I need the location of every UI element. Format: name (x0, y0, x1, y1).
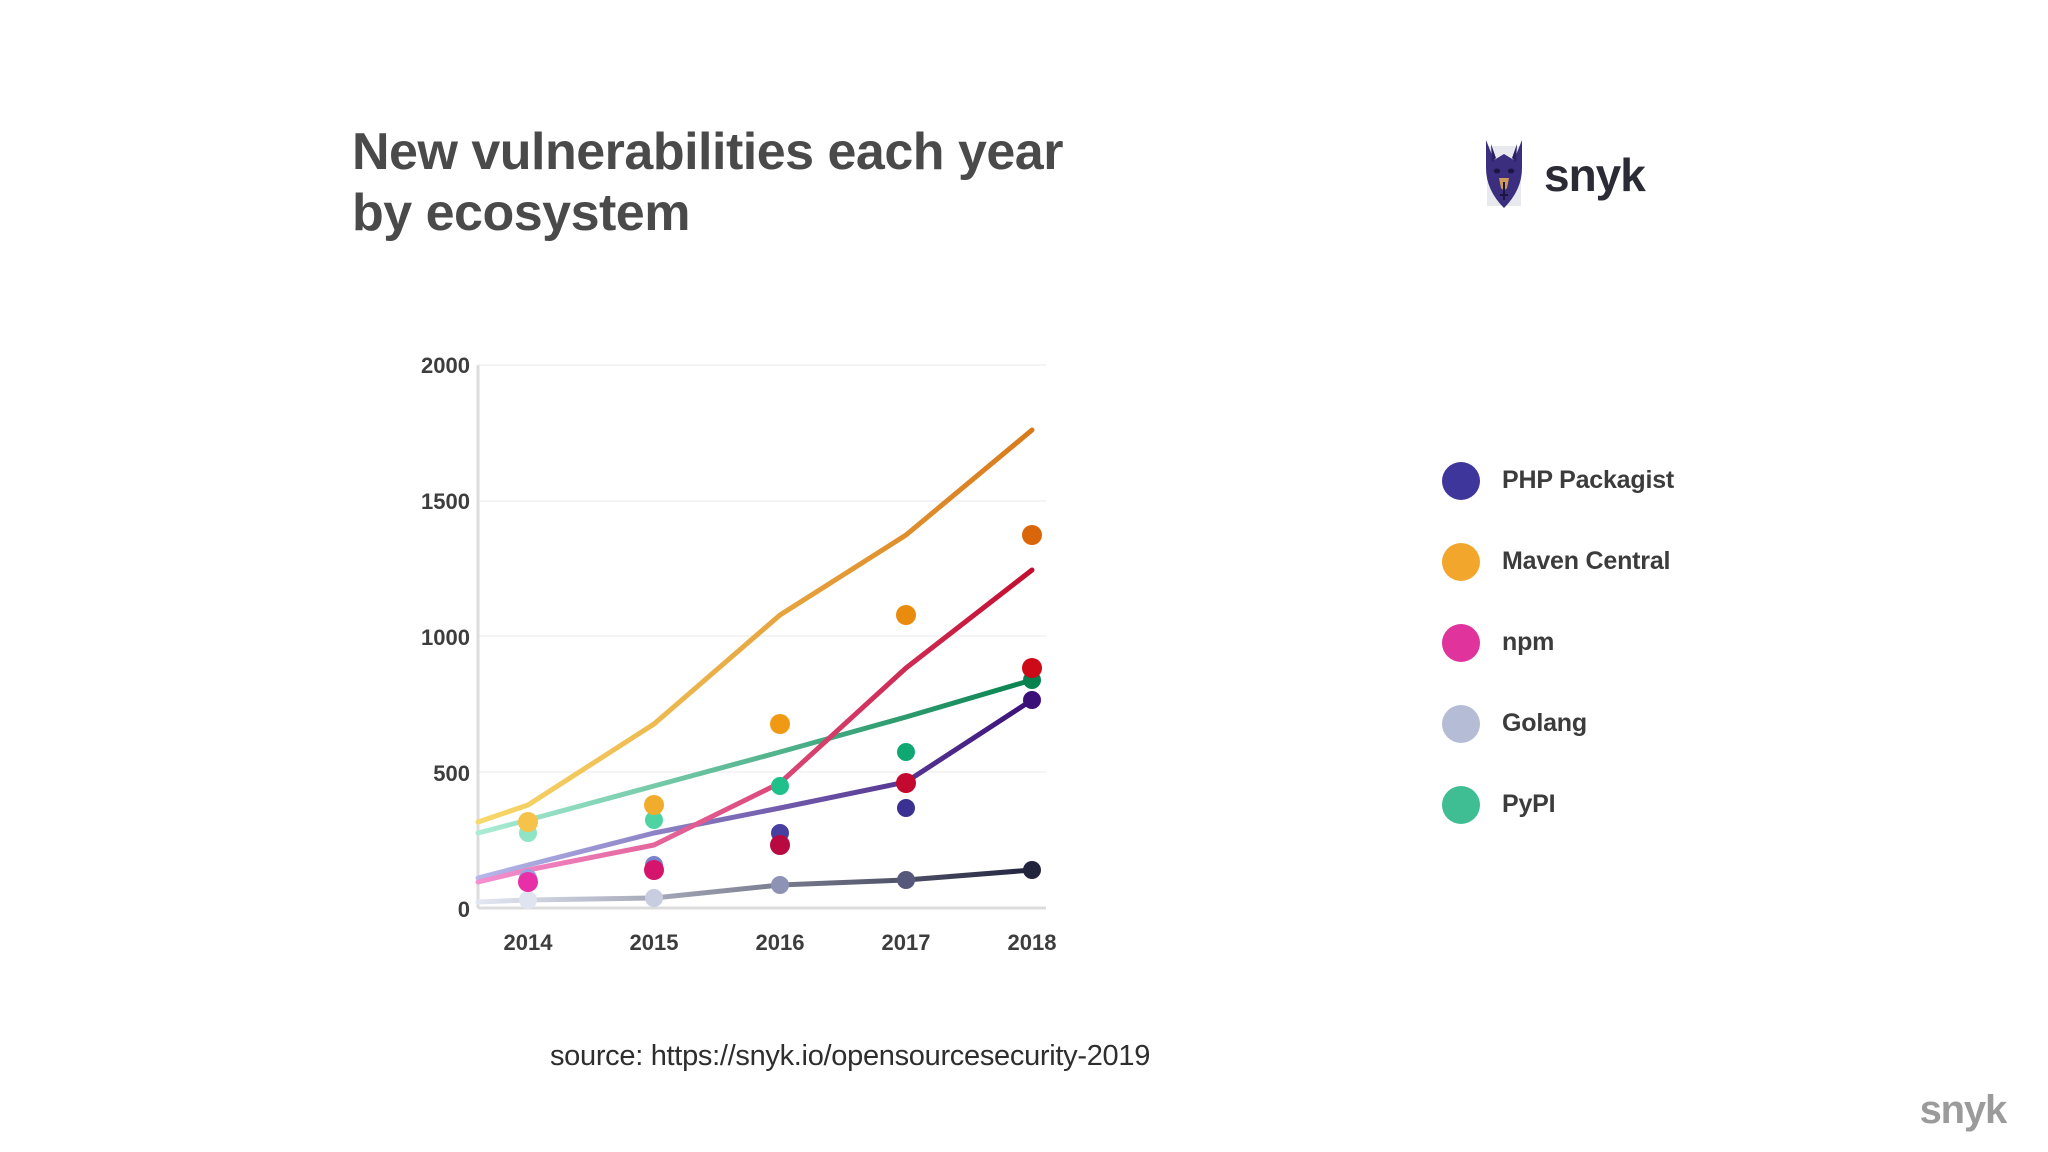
x-tick-label-2014: 2014 (503, 930, 553, 955)
series-line-php-packagist (475, 697, 1035, 881)
snyk-doberman-logo-icon (1486, 140, 1522, 208)
x-tick-label-2015: 2015 (629, 930, 679, 955)
legend-item-golang[interactable]: Golang (1442, 683, 1772, 764)
y-tick-label-500: 500 (433, 761, 470, 786)
series-markers-golang (519, 861, 1041, 909)
chart-legend: PHP Packagist Maven Central npm Golang P… (1442, 440, 1772, 845)
legend-label-php-packagist: PHP Packagist (1502, 466, 1675, 494)
legend-item-maven-central[interactable]: Maven Central (1442, 521, 1772, 602)
series-markers-maven-central (518, 525, 1042, 832)
x-tick-label-2018: 2018 (1007, 930, 1057, 955)
series-line-golang (475, 867, 1035, 905)
legend-label-golang: Golang (1502, 709, 1587, 737)
legend-item-php-packagist[interactable]: PHP Packagist (1442, 440, 1772, 521)
series-markers-npm (518, 658, 1042, 892)
y-tick-label-1500: 1500 (421, 489, 470, 514)
legend-swatch-icon-npm (1442, 623, 1480, 662)
series-line-npm (475, 567, 1035, 885)
title-line-1: New vulnerabilities each year (352, 123, 1063, 181)
y-tick-label-0: 0 (457, 897, 470, 922)
series-line-maven-central (475, 427, 1035, 825)
legend-swatch-icon-maven-central (1442, 542, 1480, 581)
chart-plot (475, 364, 1046, 910)
legend-swatch-icon-php-packagist (1442, 461, 1480, 500)
brand-lockup: snyk (1478, 138, 1646, 212)
legend-label-maven-central: Maven Central (1502, 547, 1671, 575)
series-markers-pypi (519, 671, 1041, 842)
legend-label-pypi: PyPI (1502, 790, 1556, 818)
x-tick-label-2016: 2016 (755, 930, 805, 955)
source-note: source: https://snyk.io/opensourcesecuri… (549, 1040, 1151, 1072)
x-tick-label-2017: 2017 (881, 930, 931, 955)
page-title: New vulnerabilities each year by ecosyst… (352, 122, 1192, 245)
legend-swatch-icon-golang (1442, 704, 1480, 743)
y-tick-label-2000: 2000 (421, 353, 470, 378)
title-line-2: by ecosystem (352, 184, 690, 243)
legend-swatch-icon-pypi (1442, 785, 1480, 824)
legend-item-npm[interactable]: npm (1442, 602, 1772, 683)
y-tick-label-1000: 1000 (421, 625, 470, 650)
gridlines (478, 364, 1046, 773)
brand-wordmark: snyk (1544, 149, 1646, 201)
legend-item-pypi[interactable]: PyPI (1442, 764, 1772, 845)
line-chart: 2000 1500 1000 500 0 (392, 344, 1072, 955)
snyk-watermark: snyk (1919, 1088, 2008, 1132)
legend-label-npm: npm (1502, 628, 1555, 656)
